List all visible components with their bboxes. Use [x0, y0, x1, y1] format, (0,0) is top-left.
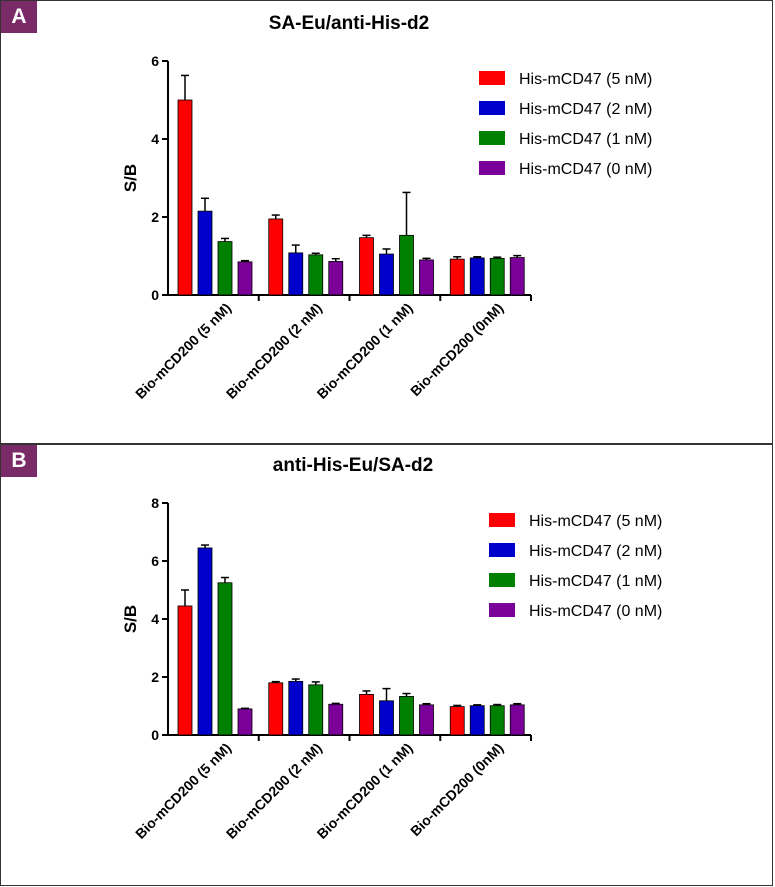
bar: [288, 252, 304, 296]
bar: [509, 257, 525, 296]
bar: [399, 234, 414, 296]
bar: [379, 253, 394, 296]
legend-swatch: [489, 513, 515, 527]
legend-entry: His-mCD47 (0 nM): [519, 161, 652, 178]
bar: [328, 703, 344, 736]
legend-entry: His-mCD47 (2 nM): [519, 101, 652, 118]
bar: [449, 706, 465, 736]
legend-swatch: [489, 543, 515, 557]
bar: [268, 218, 284, 296]
bar: [268, 682, 284, 736]
category-label: Bio-mCD200 (0nM): [407, 300, 506, 399]
bar: [489, 257, 505, 296]
bar: [217, 241, 233, 296]
y-tick-label: 8: [151, 495, 159, 511]
panel-a: A SA-Eu/anti-His-d2 S/B 0 2 4 6 Bio-mCD200 (5 …: [0, 0, 773, 444]
category-label: Bio-mCD200 (2 nM): [223, 740, 325, 842]
bar: [419, 704, 434, 736]
bar: [177, 605, 193, 736]
category-label: Bio-mCD200 (1 nM): [314, 740, 416, 842]
legend-swatch: [479, 101, 505, 115]
y-tick-label: 6: [151, 553, 159, 569]
y-tick-label: 0: [151, 287, 159, 303]
bar: [328, 261, 344, 296]
bar: [177, 99, 193, 296]
legend-swatch: [489, 603, 515, 617]
category-label: Bio-mCD200 (5 nM): [132, 300, 234, 402]
legend-entry: His-mCD47 (1 nM): [519, 131, 652, 148]
y-tick-label: 4: [151, 131, 159, 147]
legend-swatch: [479, 71, 505, 85]
bar: [449, 258, 465, 296]
category-label: Bio-mCD200 (5 nM): [132, 740, 234, 842]
legend-entry: His-mCD47 (0 nM): [529, 603, 662, 620]
bar: [379, 700, 394, 736]
bar: [197, 210, 213, 296]
y-tick-label: 0: [151, 727, 159, 743]
panel-b-label: B: [1, 445, 37, 477]
bar: [237, 261, 253, 296]
category-label: Bio-mCD200 (0nM): [407, 740, 506, 839]
legend-swatch: [479, 131, 505, 145]
y-axis-label: S/B: [121, 605, 140, 633]
legend-entry: His-mCD47 (2 nM): [529, 543, 662, 560]
chart-b: anti-His-Eu/SA-d2 S/B 0 2 4 6 8 Bio-mCD200 (5 n…: [121, 455, 662, 842]
y-tick-label: 6: [151, 53, 159, 69]
legend-swatch: [489, 573, 515, 587]
bar: [217, 582, 233, 736]
y-tick-label: 2: [151, 209, 159, 225]
panel-a-label: A: [1, 1, 37, 33]
panel-b: B anti-His-Eu/SA-d2 S/B 0 2 4 6 8 Bio-mCD200 (5…: [0, 444, 773, 886]
legend-swatch: [479, 161, 505, 175]
bar: [237, 708, 253, 736]
y-axis-label: S/B: [121, 164, 140, 192]
bar: [419, 259, 434, 296]
bar: [489, 705, 505, 736]
y-tick-label: 4: [151, 611, 159, 627]
bar: [399, 696, 414, 736]
category-label: Bio-mCD200 (2 nM): [223, 300, 325, 402]
legend-entry: His-mCD47 (5 nM): [519, 71, 652, 88]
bar: [469, 705, 485, 736]
bar: [197, 547, 213, 736]
bar: [359, 693, 374, 736]
y-tick-label: 2: [151, 669, 159, 685]
bar: [469, 257, 485, 296]
chart-title: SA-Eu/anti-His-d2: [269, 13, 429, 34]
legend-entry: His-mCD47 (1 nM): [529, 573, 662, 590]
bar: [288, 680, 304, 736]
bar: [308, 254, 324, 296]
bar: [308, 684, 324, 736]
chart-a: SA-Eu/anti-His-d2 S/B 0 2 4 6 Bio-mCD200 (5 nM…: [121, 13, 652, 402]
legend-entry: His-mCD47 (5 nM): [529, 513, 662, 530]
bar: [359, 237, 374, 296]
chart-title: anti-His-Eu/SA-d2: [273, 455, 433, 476]
bar: [509, 704, 525, 736]
category-label: Bio-mCD200 (1 nM): [314, 300, 416, 402]
